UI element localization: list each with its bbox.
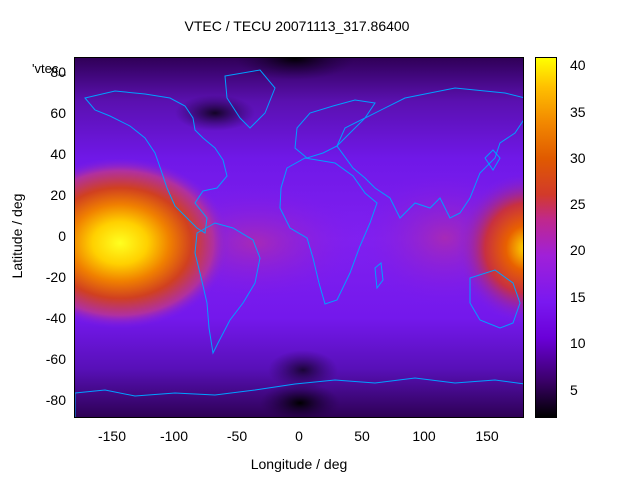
coast-north-america: [84, 90, 228, 234]
colorbar-tick-label: 20: [570, 242, 586, 258]
x-tick-label: 150: [475, 428, 499, 444]
vtec-heatmap: [75, 58, 523, 417]
equatorial-anomaly-east: [457, 173, 523, 323]
coast-europe: [294, 99, 376, 159]
x-tick-label: 100: [412, 428, 436, 444]
x-tick-label: -50: [226, 428, 248, 444]
y-tick-label: 80: [50, 64, 66, 80]
dark-antarctica: [260, 383, 340, 417]
plot-key-label: 'vtec_: [32, 61, 66, 76]
y-tick-label: 60: [50, 105, 66, 121]
coast-south-america: [194, 222, 261, 355]
chart-title: VTEC / TECU 20071113_317.86400: [184, 18, 410, 34]
colorbar-tick-label: 40: [570, 57, 586, 73]
coastlines: [75, 69, 523, 417]
dark-south-atlantic: [268, 350, 338, 390]
coast-africa: [279, 157, 378, 305]
coast-australia: [469, 269, 521, 329]
colorbar-tick-label: 25: [570, 196, 586, 212]
colorbar-tick-label: 30: [570, 150, 586, 166]
coast-japan: [484, 149, 501, 171]
coast-asia: [336, 87, 523, 219]
colorbar: [535, 57, 557, 418]
vtec-map: [74, 57, 524, 418]
x-tick-label: 0: [295, 428, 303, 444]
y-tick-label: 0: [58, 228, 66, 244]
y-tick-label: -80: [45, 392, 66, 408]
x-tick-label: -100: [159, 428, 189, 444]
colorbar-tick-label: 15: [570, 289, 586, 305]
coast-madagascar: [374, 262, 384, 290]
coast-antarctica: [75, 377, 523, 417]
equatorial-anomaly-pacific: [75, 158, 230, 328]
y-tick-label: 40: [50, 146, 66, 162]
colorbar-tick-label: 5: [570, 382, 578, 398]
colorbar-tick-label: 10: [570, 335, 586, 351]
y-tick-label: -40: [45, 310, 66, 326]
x-tick-label: -150: [97, 428, 127, 444]
coast-greenland: [224, 69, 276, 129]
dark-canada: [175, 95, 255, 131]
y-axis-label: Latitude / deg: [9, 193, 25, 279]
y-tick-label: -20: [45, 269, 66, 285]
x-tick-label: 50: [354, 428, 370, 444]
y-tick-label: 20: [50, 187, 66, 203]
colorbar-tick-label: 35: [570, 104, 586, 120]
dark-north-pole: [235, 58, 355, 80]
x-axis-label: Longitude / deg: [250, 456, 348, 472]
y-tick-label: -60: [45, 351, 66, 367]
